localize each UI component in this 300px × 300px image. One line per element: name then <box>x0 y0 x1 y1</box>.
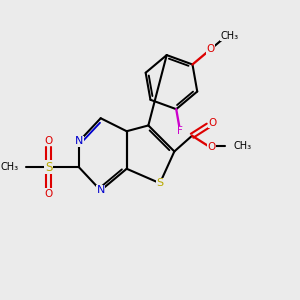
Text: O: O <box>208 118 217 128</box>
Text: CH₃: CH₃ <box>234 141 252 151</box>
Text: O: O <box>45 189 53 199</box>
Text: O: O <box>206 44 215 54</box>
Text: O: O <box>208 142 216 152</box>
Text: CH₃: CH₃ <box>1 162 19 172</box>
Text: S: S <box>45 161 52 174</box>
Text: O: O <box>45 136 53 146</box>
Text: N: N <box>75 136 83 146</box>
Text: N: N <box>97 185 105 195</box>
Text: S: S <box>156 178 164 188</box>
Text: CH₃: CH₃ <box>220 31 238 41</box>
Text: F: F <box>177 126 183 136</box>
